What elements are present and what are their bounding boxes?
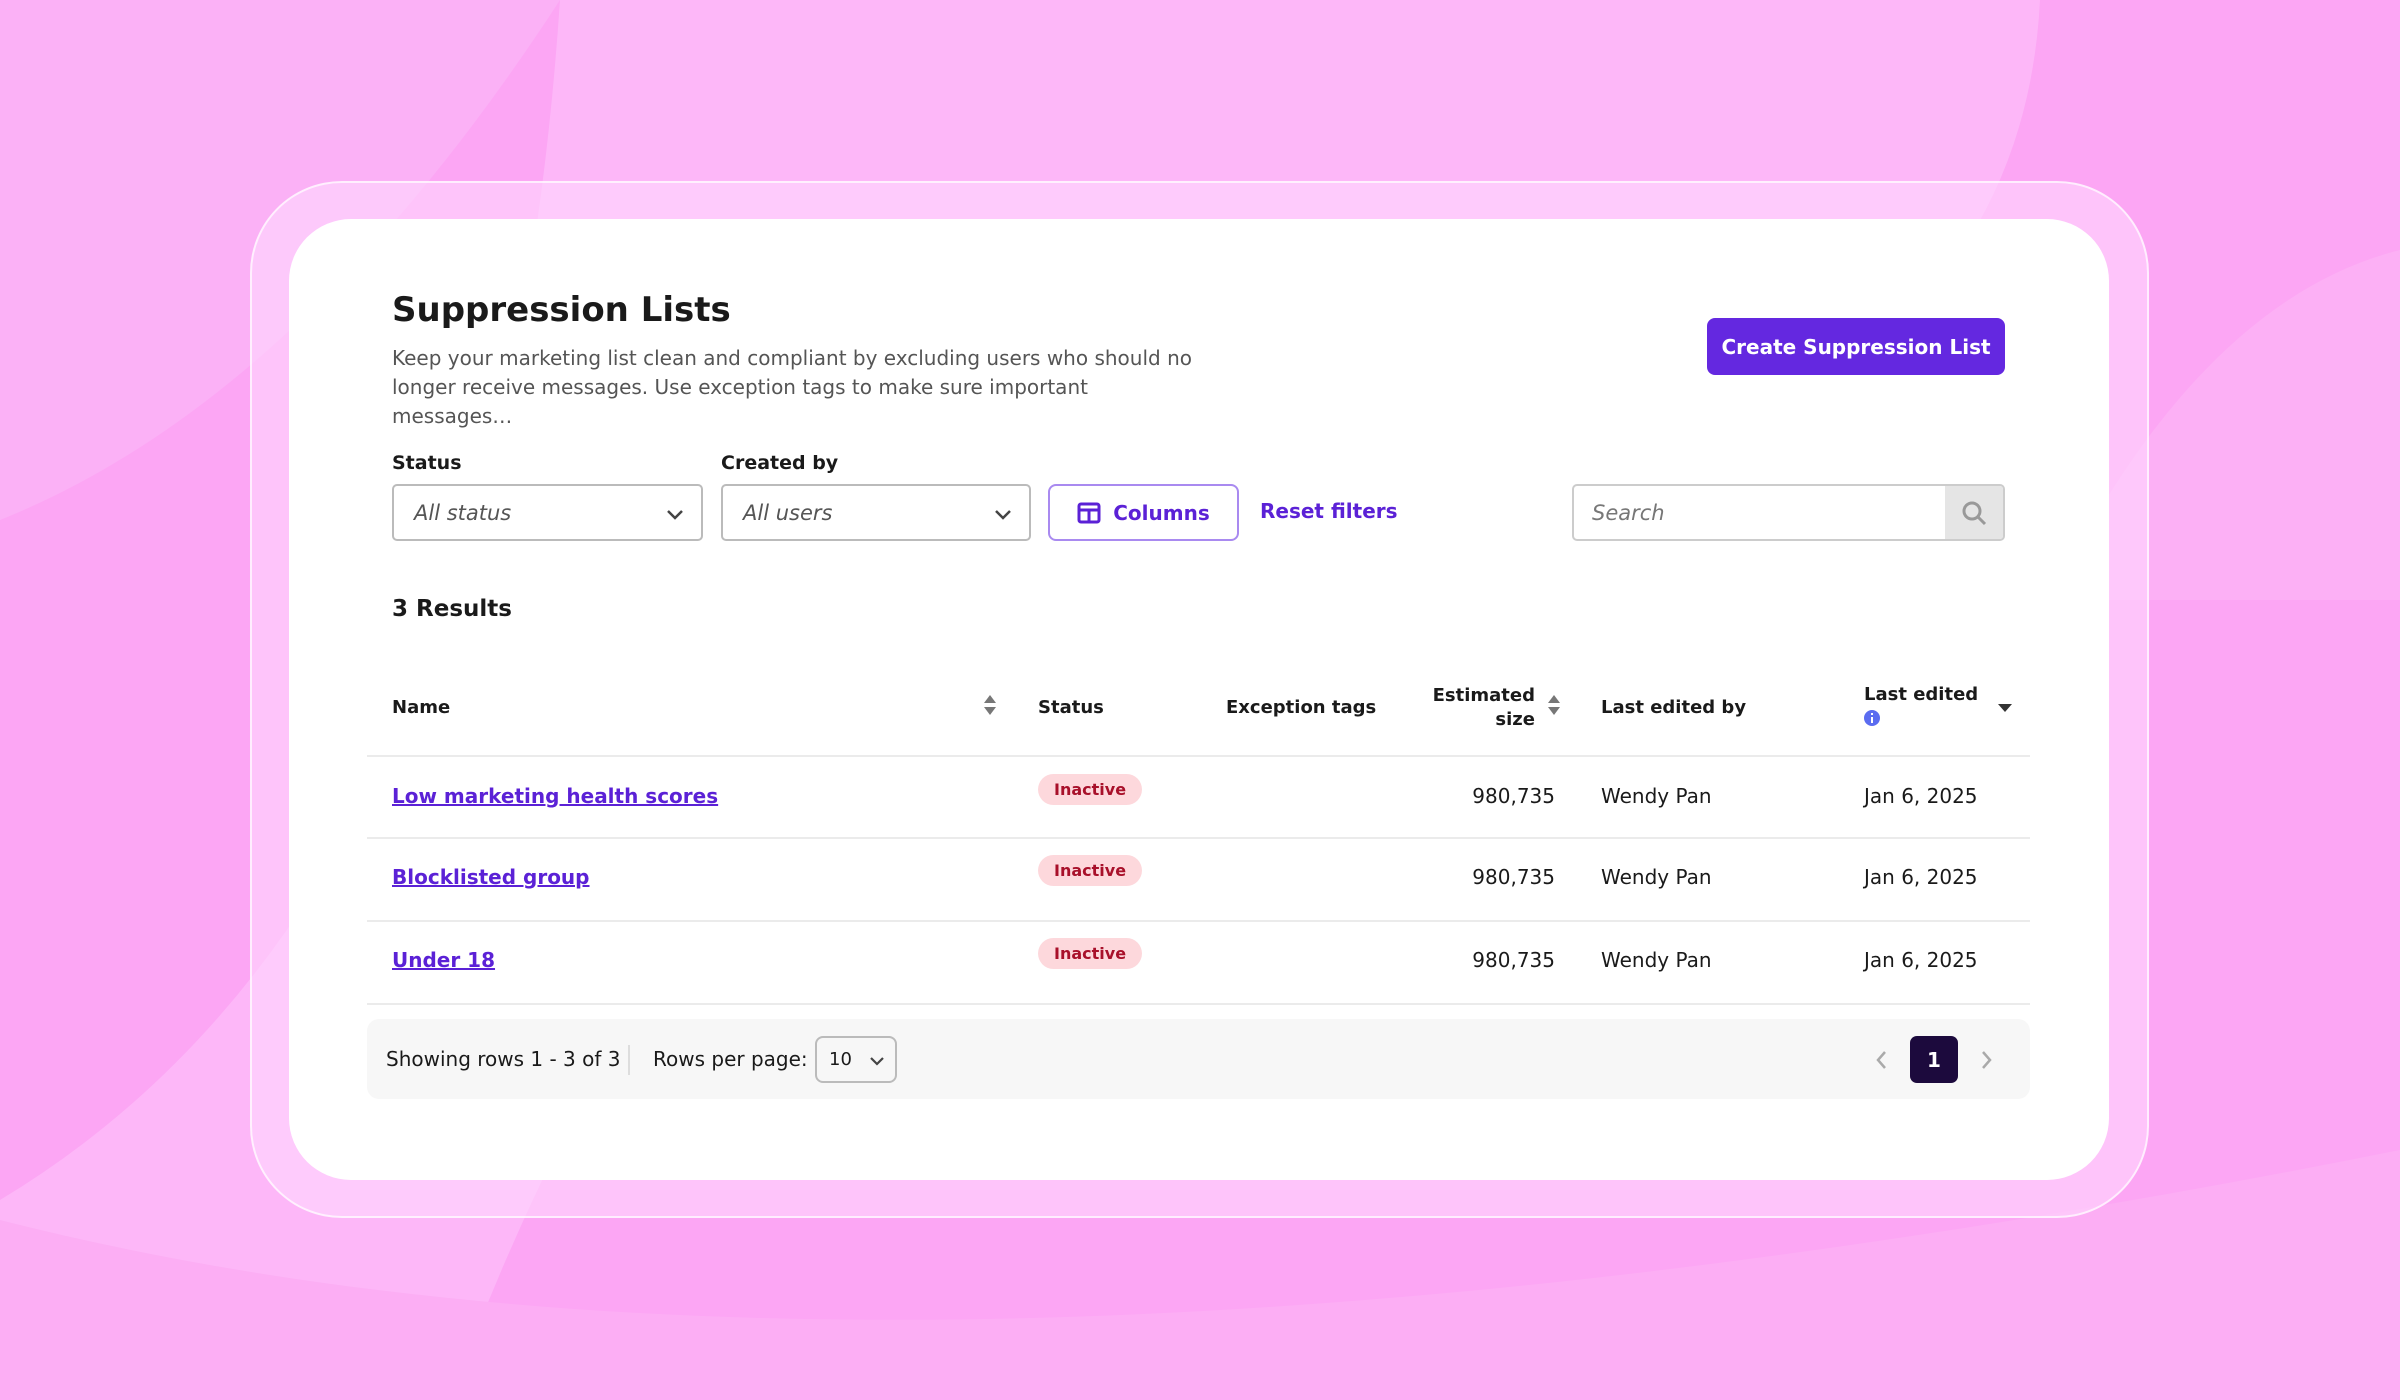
reset-filters[interactable]: Reset filters [1260,499,1398,523]
status-badge: Inactive [1038,855,1143,886]
sort-icon[interactable] [1546,693,1562,717]
sort-desc-icon[interactable] [1996,702,2014,714]
title: Suppression Lists [392,290,731,330]
status-badge: Inactive [1038,938,1143,969]
columns-text: Columns [1113,500,1210,525]
header-divider [367,755,2030,757]
chevron [870,1057,884,1066]
status-label: Status [392,452,462,474]
last-edited-by: Wendy Pan [1601,948,1712,972]
search-box[interactable]: Search [1572,484,2005,541]
columns-button[interactable]: Columns [1048,484,1239,541]
created-by-placeholder: All users [743,500,833,525]
row-divider [367,920,2030,922]
separator [628,1045,630,1075]
description: Keep your marketing list clean and compl… [392,346,1192,428]
list-name-link[interactable]: Low marketing health scores [392,784,719,808]
next-page[interactable] [1978,1049,1994,1071]
rows-per-page-select[interactable]: 10 [815,1036,897,1083]
list-name-link[interactable]: Under 18 [392,948,496,972]
estimated-size: 980,735 [1472,784,1555,808]
last-edited-by: Wendy Pan [1601,784,1712,808]
chevron [667,510,683,520]
rows-per-page-label: Rows per page: [653,1047,808,1071]
status-placeholder: All status [414,500,512,525]
search-icon [1962,501,1987,525]
column-header: Name [392,697,451,718]
status-badge: Inactive [1038,774,1143,805]
search-button[interactable] [1945,486,2003,539]
estimated-size: 980,735 [1472,948,1555,972]
column-header: Exception tags [1226,697,1377,718]
list-name-link[interactable]: Blocklisted group [392,865,590,889]
sort-icon[interactable] [982,693,998,717]
prev-page[interactable] [1874,1049,1890,1071]
last-edited-by: Wendy Pan [1601,865,1712,889]
last-edited: Jan 6, 2025 [1864,865,1978,889]
last-edited: Jan 6, 2025 [1864,784,1978,808]
create-button[interactable]: Create Suppression List [1707,318,2005,375]
rows-per-page-value: 10 [829,1049,852,1070]
created-by-select[interactable]: All users [721,484,1031,541]
info-icon[interactable] [1864,710,1880,726]
column-header: Estimated size [1432,685,1535,730]
status-cell: Inactive [1038,774,1143,805]
status-select[interactable]: All status [392,484,703,541]
pagination-bar [367,1019,2030,1099]
search-placeholder: Search [1592,500,1665,525]
chevron [995,510,1011,520]
current-page[interactable]: 1 [1910,1036,1958,1083]
estimated-size: 980,735 [1472,865,1555,889]
status-cell: Inactive [1038,938,1143,969]
created-by-label: Created by [721,452,839,474]
row-divider [367,837,2030,839]
columns-icon [1077,502,1101,523]
column-header: Status [1038,697,1104,718]
last-edited: Jan 6, 2025 [1864,948,1978,972]
row-divider [367,1003,2030,1005]
status-cell: Inactive [1038,855,1143,886]
column-header: Last edited [1864,684,1979,705]
showing-rows: Showing rows 1 - 3 of 3 [386,1047,621,1071]
column-header: Last edited by [1601,697,1747,718]
results-count: 3 Results [392,596,512,622]
